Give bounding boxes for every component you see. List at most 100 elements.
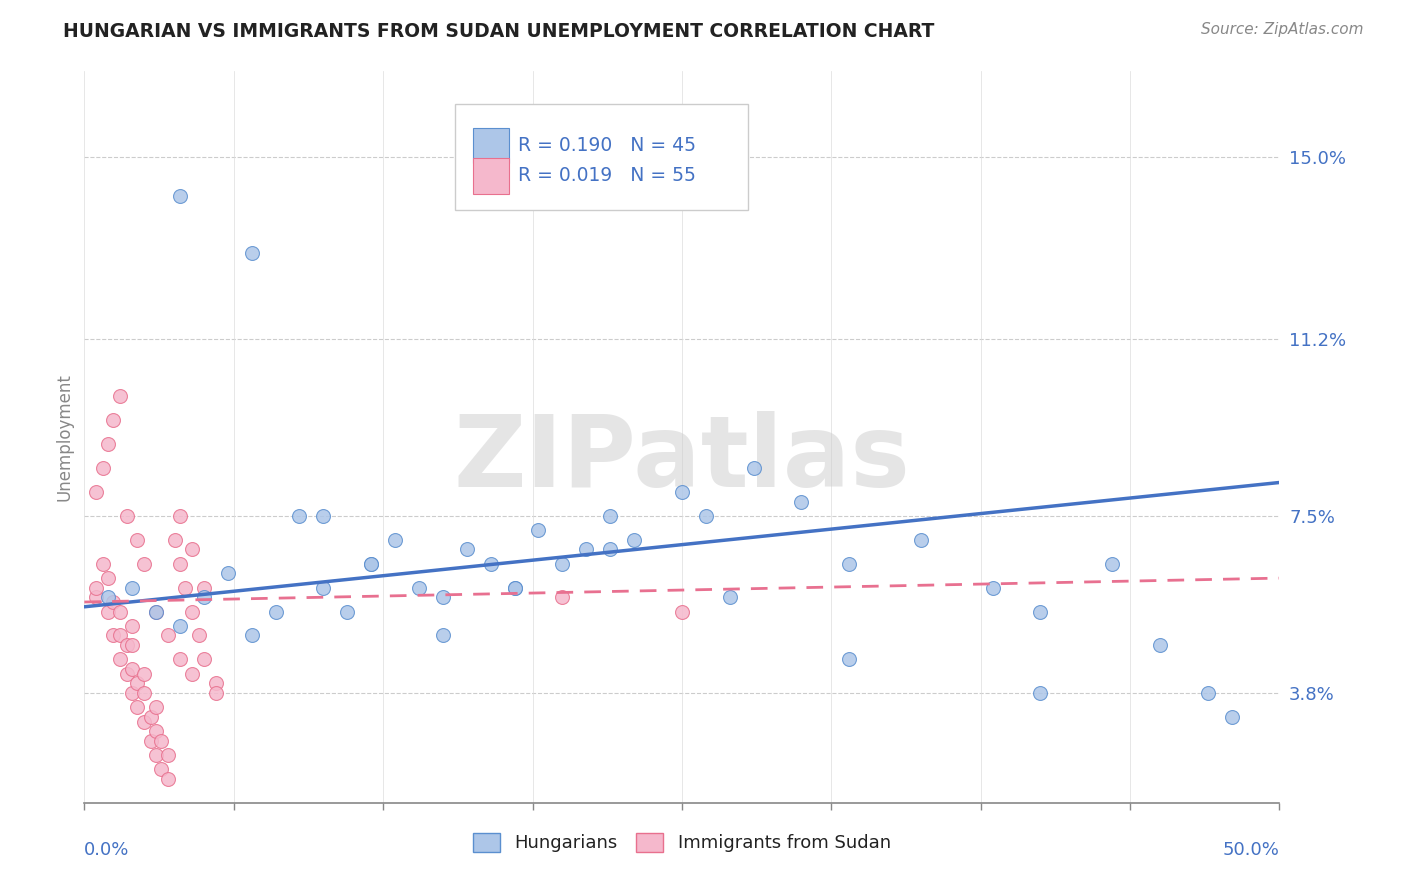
Text: 0.0%: 0.0% — [84, 841, 129, 859]
Text: ZIPatlas: ZIPatlas — [454, 410, 910, 508]
Point — [117, 508, 139, 523]
Point — [671, 605, 693, 619]
Point — [671, 485, 693, 500]
Point — [86, 485, 108, 500]
Point — [312, 581, 335, 595]
Point — [718, 591, 741, 605]
Point — [742, 461, 765, 475]
Point — [695, 508, 717, 523]
Point — [240, 628, 263, 642]
Point — [132, 686, 156, 700]
Point — [288, 508, 311, 523]
Point — [93, 557, 115, 571]
Point — [181, 605, 204, 619]
Point — [145, 700, 167, 714]
Text: HUNGARIAN VS IMMIGRANTS FROM SUDAN UNEMPLOYMENT CORRELATION CHART: HUNGARIAN VS IMMIGRANTS FROM SUDAN UNEMP… — [63, 22, 935, 41]
Point — [551, 591, 574, 605]
Point — [157, 772, 180, 786]
Point — [838, 652, 860, 666]
Point — [157, 747, 180, 762]
Text: R = 0.190   N = 45: R = 0.190 N = 45 — [519, 136, 696, 154]
Point — [479, 557, 502, 571]
Point — [1220, 710, 1243, 724]
Point — [188, 628, 211, 642]
Point — [93, 461, 115, 475]
Point — [456, 542, 478, 557]
Point — [125, 700, 148, 714]
Text: 50.0%: 50.0% — [1223, 841, 1279, 859]
Point — [360, 557, 382, 571]
Point — [169, 619, 191, 633]
Point — [97, 591, 120, 605]
Point — [432, 591, 454, 605]
Point — [205, 686, 228, 700]
Point — [181, 666, 204, 681]
Point — [141, 710, 163, 724]
Point — [110, 389, 132, 403]
Point — [360, 557, 382, 571]
Point — [121, 638, 143, 652]
Point — [110, 628, 132, 642]
Point — [910, 533, 932, 547]
Point — [575, 542, 598, 557]
Point — [527, 524, 550, 538]
Point — [169, 557, 191, 571]
Point — [121, 686, 143, 700]
Point — [623, 533, 645, 547]
Point — [132, 714, 156, 729]
Text: Source: ZipAtlas.com: Source: ZipAtlas.com — [1201, 22, 1364, 37]
Point — [97, 437, 120, 451]
Point — [110, 652, 132, 666]
Text: R = 0.019   N = 55: R = 0.019 N = 55 — [519, 167, 696, 186]
Y-axis label: Unemployment: Unemployment — [55, 373, 73, 501]
Point — [101, 628, 124, 642]
Point — [264, 605, 287, 619]
Point — [145, 605, 167, 619]
Point — [149, 733, 172, 747]
Point — [157, 628, 180, 642]
Point — [121, 619, 143, 633]
Point — [1197, 686, 1219, 700]
Point — [1149, 638, 1171, 652]
Point — [838, 557, 860, 571]
Point — [981, 581, 1004, 595]
Point — [101, 595, 124, 609]
Point — [240, 246, 263, 260]
Point — [169, 652, 191, 666]
Point — [432, 628, 454, 642]
Point — [599, 508, 621, 523]
Point — [169, 508, 191, 523]
Point — [503, 581, 526, 595]
FancyBboxPatch shape — [456, 104, 748, 211]
Point — [384, 533, 406, 547]
Point — [181, 542, 204, 557]
Point — [117, 638, 139, 652]
FancyBboxPatch shape — [472, 159, 509, 194]
Point — [169, 188, 191, 202]
Point — [336, 605, 359, 619]
Point — [193, 591, 215, 605]
Point — [125, 676, 148, 690]
Point — [125, 533, 148, 547]
Legend: Hungarians, Immigrants from Sudan: Hungarians, Immigrants from Sudan — [465, 826, 898, 860]
Point — [97, 571, 120, 585]
Point — [86, 591, 108, 605]
Point — [790, 494, 813, 508]
Point — [217, 566, 239, 581]
Point — [121, 581, 143, 595]
Point — [117, 666, 139, 681]
Point — [193, 581, 215, 595]
Point — [141, 733, 163, 747]
Point — [1029, 686, 1052, 700]
Point — [551, 557, 574, 571]
Point — [599, 542, 621, 557]
Point — [145, 747, 167, 762]
Point — [1029, 605, 1052, 619]
Point — [503, 581, 526, 595]
Point — [1101, 557, 1123, 571]
Point — [165, 533, 187, 547]
Point — [145, 605, 167, 619]
Point — [132, 557, 156, 571]
Point — [149, 762, 172, 776]
Point — [173, 581, 195, 595]
